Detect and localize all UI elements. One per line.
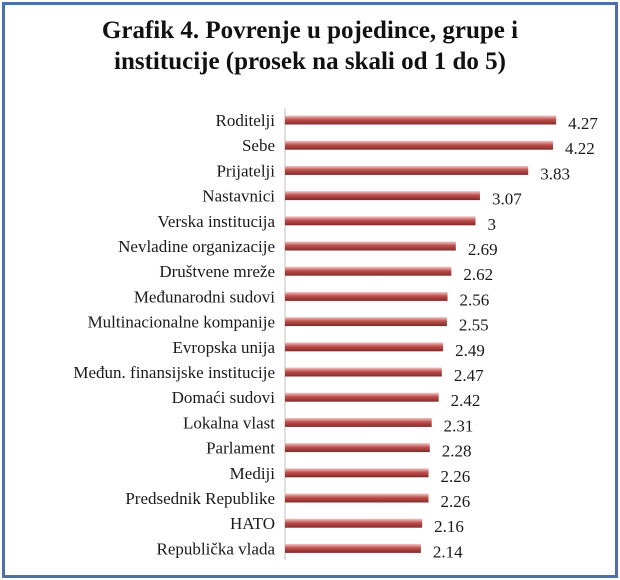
bar-13 xyxy=(285,443,430,453)
bar-15 xyxy=(285,493,429,503)
value-label-10: 2.47 xyxy=(454,366,484,385)
bar-1 xyxy=(285,140,553,150)
category-label-16: HATO xyxy=(230,514,275,533)
value-label-0: 4.27 xyxy=(568,114,598,133)
category-label-10: Međun. finansijske institucije xyxy=(73,363,275,382)
category-label-17: Republička vlada xyxy=(157,539,276,558)
category-label-15: Predsednik Republike xyxy=(125,489,275,508)
value-label-14: 2.26 xyxy=(441,467,471,486)
category-label-1: Sebe xyxy=(242,136,275,155)
value-label-17: 2.14 xyxy=(433,542,463,561)
bar-0 xyxy=(285,115,557,125)
category-label-14: Mediji xyxy=(230,464,276,483)
category-label-12: Lokalna vlast xyxy=(183,413,275,432)
category-label-3: Nastavnici xyxy=(202,187,275,206)
value-label-11: 2.42 xyxy=(451,391,481,410)
value-labels-group: 4.27 4.22 3.83 3.07 3 2.69 2.62 2.56 2.55 2.49 2.4… xyxy=(433,114,599,561)
bar-14 xyxy=(285,468,429,478)
bar-6 xyxy=(285,266,452,276)
value-label-8: 2.55 xyxy=(459,316,489,335)
value-label-2: 3.83 xyxy=(540,164,570,183)
category-label-7: Međunarodni sudovi xyxy=(134,287,275,306)
category-label-13: Parlament xyxy=(206,439,275,458)
bar-5 xyxy=(285,241,456,251)
bar-17 xyxy=(285,543,421,553)
bars-group xyxy=(285,115,557,553)
category-labels-group: Roditelji Sebe Prijatelji Nastavnici Verska … xyxy=(73,111,275,558)
bar-10 xyxy=(285,367,442,377)
chart-title-line-2: institucije (prosek na skali od 1 do 5) xyxy=(114,48,506,75)
category-label-9: Evropska unija xyxy=(173,338,276,357)
value-label-4: 3 xyxy=(488,215,497,234)
bar-8 xyxy=(285,317,447,327)
value-label-3: 3.07 xyxy=(492,190,522,209)
chart-title-line-1: Grafik 4. Povrenje u pojedince, grupe i xyxy=(101,17,519,44)
value-label-12: 2.31 xyxy=(444,416,474,435)
bar-7 xyxy=(285,291,448,301)
bar-2 xyxy=(285,165,529,175)
category-label-6: Društvene mreže xyxy=(159,262,275,281)
value-label-1: 4.22 xyxy=(565,139,595,158)
chart-title: Grafik 4. Povrenje u pojedince, grupe i … xyxy=(5,15,615,77)
category-label-4: Verska institucija xyxy=(157,212,275,231)
value-label-16: 2.16 xyxy=(434,517,464,536)
category-label-11: Domaći sudovi xyxy=(172,388,276,407)
value-label-15: 2.26 xyxy=(441,492,471,511)
value-label-6: 2.62 xyxy=(463,265,493,284)
category-label-0: Roditelji xyxy=(216,111,276,130)
value-label-9: 2.49 xyxy=(455,341,485,360)
bar-11 xyxy=(285,392,439,402)
bar-12 xyxy=(285,417,432,427)
bar-16 xyxy=(285,518,423,528)
category-label-5: Nevladine organizacije xyxy=(118,237,275,256)
value-label-5: 2.69 xyxy=(468,240,498,259)
bar-3 xyxy=(285,191,480,201)
category-label-8: Multinacionalne kompanije xyxy=(88,313,275,332)
value-label-7: 2.56 xyxy=(460,290,490,309)
value-label-13: 2.28 xyxy=(442,442,472,461)
category-label-2: Prijatelji xyxy=(216,161,275,180)
bar-4 xyxy=(285,216,476,226)
bar-9 xyxy=(285,342,444,352)
